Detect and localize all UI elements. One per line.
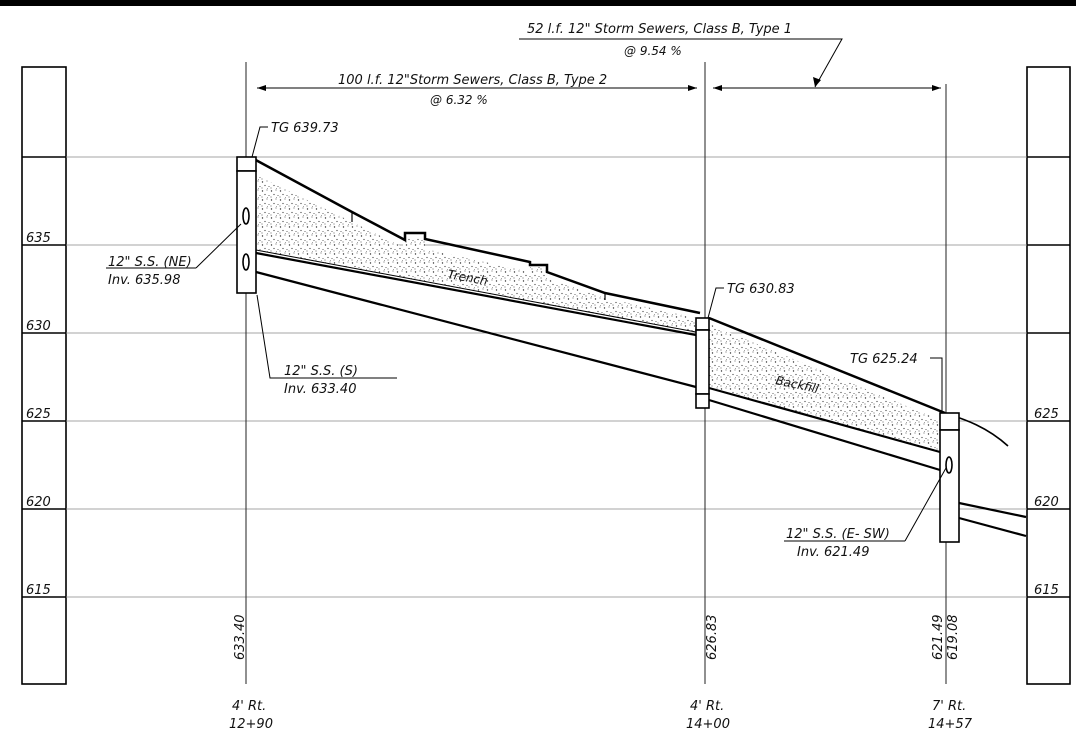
callout-tg-1: TG 639.73 — [251, 121, 339, 158]
sta2-station: 14+00 — [686, 717, 730, 732]
elev-label-left-630: 630 — [26, 319, 51, 334]
structure-2 — [695, 317, 710, 409]
svg-text:Inv. 635.98: Inv. 635.98 — [108, 273, 180, 288]
dimension-100lf: 100 l.f. 12"Storm Sewers, Class B, Type … — [257, 73, 697, 107]
svg-text:TG 625.24: TG 625.24 — [850, 352, 918, 367]
svg-text:12" S.S. (S): 12" S.S. (S) — [284, 364, 358, 379]
dim-52-slope: @ 9.54 % — [624, 44, 682, 58]
callout-ss-esw: 12" S.S. (E- SW) Inv. 621.49 — [784, 467, 947, 560]
left-elevation-bar — [21, 66, 67, 685]
backfill-fill — [709, 324, 940, 452]
sta1-station: 12+90 — [229, 717, 273, 732]
elev-label-right-615: 615 — [1034, 583, 1059, 598]
svg-text:12" S.S. (E- SW): 12" S.S. (E- SW) — [786, 527, 890, 542]
sta3-invert-2: 619.08 — [946, 615, 961, 661]
sta2-offset: 4' Rt. — [690, 699, 724, 714]
trench-label: Trench — [446, 267, 488, 288]
elev-label-left-615: 615 — [26, 583, 51, 598]
svg-text:TG 639.73: TG 639.73 — [271, 121, 339, 136]
callout-ss-ne: 12" S.S. (NE) Inv. 635.98 — [106, 223, 242, 288]
trench-notches — [351, 212, 606, 300]
sta2-invert: 626.83 — [705, 615, 720, 661]
sta3-station: 14+57 — [928, 717, 973, 732]
svg-text:TG 630.83: TG 630.83 — [727, 282, 795, 297]
right-elevation-bar — [1026, 66, 1071, 685]
trench-bottom-line — [255, 249, 697, 333]
callout-tg-2: TG 630.83 — [707, 282, 795, 319]
trench-fill — [256, 175, 696, 332]
svg-text:Inv. 633.40: Inv. 633.40 — [284, 382, 356, 397]
dim-100-slope: @ 6.32 % — [430, 93, 488, 107]
sta1-offset: 4' Rt. — [232, 699, 266, 714]
sta3-invert-1: 621.49 — [931, 615, 946, 661]
storm-sewer-pipe — [255, 251, 1027, 538]
elev-label-left-635: 635 — [26, 231, 51, 246]
callout-tg-3: TG 625.24 — [850, 352, 943, 413]
elev-label-right-620: 620 — [1034, 495, 1059, 510]
elev-label-left-625: 625 — [26, 407, 51, 422]
svg-text:12" S.S. (NE): 12" S.S. (NE) — [108, 255, 192, 270]
ground-profile-line — [251, 156, 701, 315]
svg-text:Inv. 621.49: Inv. 621.49 — [797, 545, 869, 560]
dimension-52lf: 52 l.f. 12" Storm Sewers, Class B, Type … — [519, 22, 941, 91]
structure-1 — [236, 156, 257, 294]
ground-profile-line-2 — [708, 316, 946, 415]
elev-label-left-620: 620 — [26, 495, 51, 510]
elev-label-right-625: 625 — [1034, 407, 1059, 422]
dim-100-label: 100 l.f. 12"Storm Sewers, Class B, Type … — [338, 73, 607, 88]
dim-52-label: 52 l.f. 12" Storm Sewers, Class B, Type … — [527, 22, 792, 37]
sheet-top-border — [0, 0, 1076, 6]
callout-ss-s: 12" S.S. (S) Inv. 633.40 — [256, 294, 397, 397]
sta3-offset: 7' Rt. — [932, 699, 966, 714]
sta1-invert: 633.40 — [233, 615, 248, 661]
structure-3 — [939, 412, 960, 543]
elevation-gridlines — [66, 156, 1027, 598]
